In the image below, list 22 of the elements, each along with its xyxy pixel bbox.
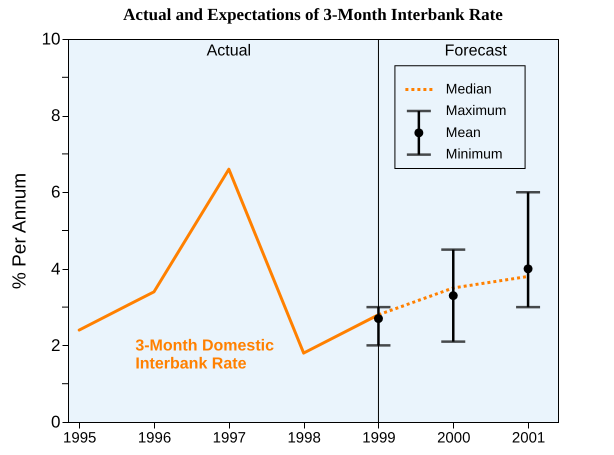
series-label: 3-Month Domestic Interbank Rate xyxy=(135,337,274,372)
y-tick-label: 2 xyxy=(51,336,60,355)
x-tick-label: 1999 xyxy=(362,430,396,446)
y-axis-title: % Per Annum xyxy=(10,172,31,290)
annotation: Forecast xyxy=(444,42,508,60)
x-tick-label: 2001 xyxy=(512,430,546,446)
annotation: Minimum xyxy=(446,146,503,162)
legend-label: Mean xyxy=(446,124,481,140)
annotation: Maximum xyxy=(446,102,506,118)
x-tick-label: 2000 xyxy=(437,430,470,446)
y-tick-label: 8 xyxy=(51,106,60,126)
annotation: Actual xyxy=(206,42,252,60)
y-tick-label: 6 xyxy=(51,182,60,202)
x-tick-label: 1998 xyxy=(287,430,321,446)
legend-label: Median xyxy=(446,80,492,97)
y-tick-label: 10 xyxy=(42,30,60,48)
y-tick-label: 0 xyxy=(51,412,60,432)
y-tick-label: 4 xyxy=(51,259,60,278)
x-tick-label: 1995 xyxy=(63,430,96,446)
x-tick-label: 1997 xyxy=(212,430,246,446)
x-tick-label: 1996 xyxy=(138,430,172,446)
chart-title: Actual and Expectations of 3-Month Interbank Rate xyxy=(123,5,504,24)
